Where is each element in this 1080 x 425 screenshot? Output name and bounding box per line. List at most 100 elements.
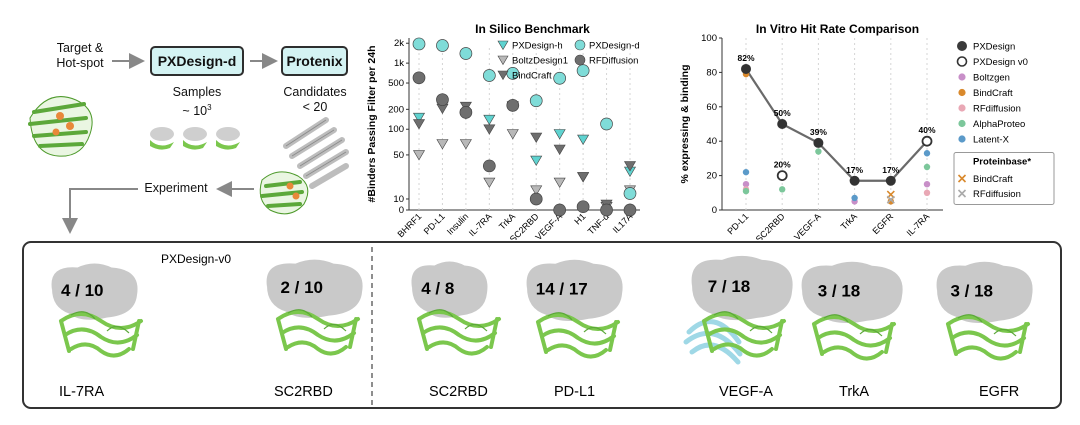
chart2-ytick-label: 20 [706, 171, 717, 182]
binder-ribbon-icon [946, 315, 1030, 361]
chart1-point-PXDesign-d [436, 39, 449, 52]
chart1-legend-label: BindCraft [512, 71, 552, 82]
chart1-point-BindCraft [553, 144, 566, 155]
result-card-sc2rbd: 4 / 8 SC2RBD [411, 261, 501, 400]
chart1-point-RFDiffusion [482, 159, 496, 173]
hit-ratio: 3 / 18 [950, 282, 993, 301]
chart1-point-PXDesign-h [553, 129, 566, 140]
target-name: EGFR [979, 384, 1019, 400]
chart1-title: In Silico Benchmark [475, 22, 590, 36]
chart2-point-PXDesign [741, 63, 751, 74]
chart1-legend-label: PXDesign-h [512, 41, 563, 52]
hit-ratio: 14 / 17 [536, 280, 588, 299]
binder-ribbon-icon [276, 310, 360, 356]
chart1-point-BoltzDesign1 [530, 185, 543, 196]
chart1-point-PXDesign-d [482, 69, 496, 82]
helper-protein-icon [683, 319, 743, 365]
chart2-xtick-label: EGFR [870, 211, 895, 236]
chart2-point-label: 17% [882, 165, 899, 175]
chart1-legend-marker [497, 40, 509, 51]
chart2-legend-label: AlphaProteo [973, 119, 1025, 130]
chart1-legend-label: RFDiffusion [589, 56, 638, 67]
target-blob-icon [266, 259, 363, 318]
target-name: TrkA [839, 384, 869, 400]
hit-ratio: 3 / 18 [818, 282, 861, 301]
target-name: IL-7RA [59, 384, 104, 400]
chart1-point-PXDesign-h [483, 114, 496, 126]
result-card-vegf-a: 7 / 18 VEGF-A [683, 255, 793, 400]
chart1-point-BindCraft [483, 124, 496, 135]
chart1-point-PXDesign-d [576, 64, 590, 77]
chart2-legend-marker [958, 73, 966, 81]
chart1-point-BoltzDesign1 [459, 139, 472, 150]
chart2-legend-label: Boltzgen [973, 73, 1010, 84]
chart1-ytick-label: 1k [394, 58, 404, 69]
chart2-point-Latent-X [851, 194, 858, 202]
binder-loop-icon [70, 311, 130, 334]
chart2-point-label: 50% [774, 108, 791, 118]
sample-structures-icon [150, 127, 240, 150]
chart1-ytick-label: 100 [388, 124, 404, 135]
chart2-point-label: 40% [918, 125, 935, 135]
target-blob-icon [801, 261, 903, 323]
chart2-proteinbase-label: RFdiffusion [973, 189, 1021, 200]
chart2-point-PXDesign-v0 [776, 170, 788, 182]
chart1-xtick-label: PD-L1 [422, 211, 447, 236]
chart1-legend-label: PXDesign-d [589, 41, 640, 52]
chart2-legend-label: Latent-X [973, 135, 1010, 146]
chart2-legend-marker [958, 88, 966, 97]
results-v0-title: PXDesign-v0 [161, 252, 231, 266]
chart1-ytick-label: 200 [388, 104, 404, 115]
chart1-point-PXDesign-d [529, 94, 543, 108]
target-blob-icon [411, 261, 488, 318]
chart1-legend-marker [497, 55, 509, 66]
chart1-point-BoltzDesign1 [483, 177, 496, 188]
chart1-point-PXDesign-d [459, 47, 473, 60]
chart2-point-PXDesign-v0 [921, 135, 933, 147]
chart2-point-AlphaProteo [923, 163, 931, 171]
chart2-xtick-label: SC2RBD [754, 211, 787, 240]
chart1-point-PXDesign-d [623, 187, 637, 200]
chart1-xtick-label: H1 [572, 211, 587, 226]
chart2-xtick-label: VEGF-A [792, 211, 823, 240]
chart1-point-BindCraft [577, 172, 590, 183]
chart1-legend-marker [574, 39, 586, 51]
target-name: SC2RBD [429, 384, 488, 400]
chart2-xtick-label: IL-7RA [905, 211, 932, 238]
chart2-point-label: 20% [774, 160, 791, 170]
chart2-point-AlphaProteo [815, 148, 822, 155]
binder-ribbon-icon [59, 312, 143, 358]
candidates-label: Candidates < 20 [283, 85, 347, 114]
chart2-ytick-label: 40 [706, 136, 717, 147]
chart1-legend-marker [497, 70, 509, 81]
chart2-point-PXDesign [885, 175, 896, 186]
chart1-xtick-label: Insulin [445, 211, 470, 236]
chart2-legend-marker [958, 119, 966, 128]
chart1-point-RFDiffusion [623, 203, 637, 217]
chart1-ylabel: #Binders Passing Filter per 24h [366, 46, 378, 203]
chart1-point-RFDiffusion [506, 98, 520, 112]
chart1-point-BindCraft [530, 132, 543, 144]
chart1-ytick-label: 10 [393, 194, 404, 205]
result-card-trka: 3 / 18 TrkA [801, 261, 903, 400]
chart2-legend-label: PXDesign v0 [973, 57, 1028, 68]
chart2-xmark-RFdiffusion [886, 195, 895, 204]
target-name: VEGF-A [719, 384, 773, 400]
hit-ratio: 4 / 8 [421, 279, 454, 298]
binder-ribbon-icon [536, 313, 620, 359]
chart1-ytick-label: 50 [393, 150, 404, 161]
chart2-legend-marker [957, 41, 967, 51]
binder-loop-icon [713, 311, 773, 334]
chart2-point-Boltzgen [742, 181, 750, 188]
arrow-down-to-results [62, 188, 138, 234]
chart2-ytick-label: 0 [712, 205, 717, 216]
target-name: PD-L1 [554, 384, 595, 400]
results-panel: PXDesign-v0 4 / 10 IL-7RA 2 / 10 SC2RBD 4 / 8… [22, 241, 1062, 409]
chart2-ytick-label: 100 [701, 33, 717, 44]
target-name: SC2RBD [274, 384, 333, 400]
chart2-point-AlphaProteo [742, 187, 750, 195]
binder-ribbon-icon [812, 315, 896, 361]
chart1-point-PXDesign-h [577, 134, 590, 146]
chart2-proteinbase-box [953, 152, 1055, 205]
